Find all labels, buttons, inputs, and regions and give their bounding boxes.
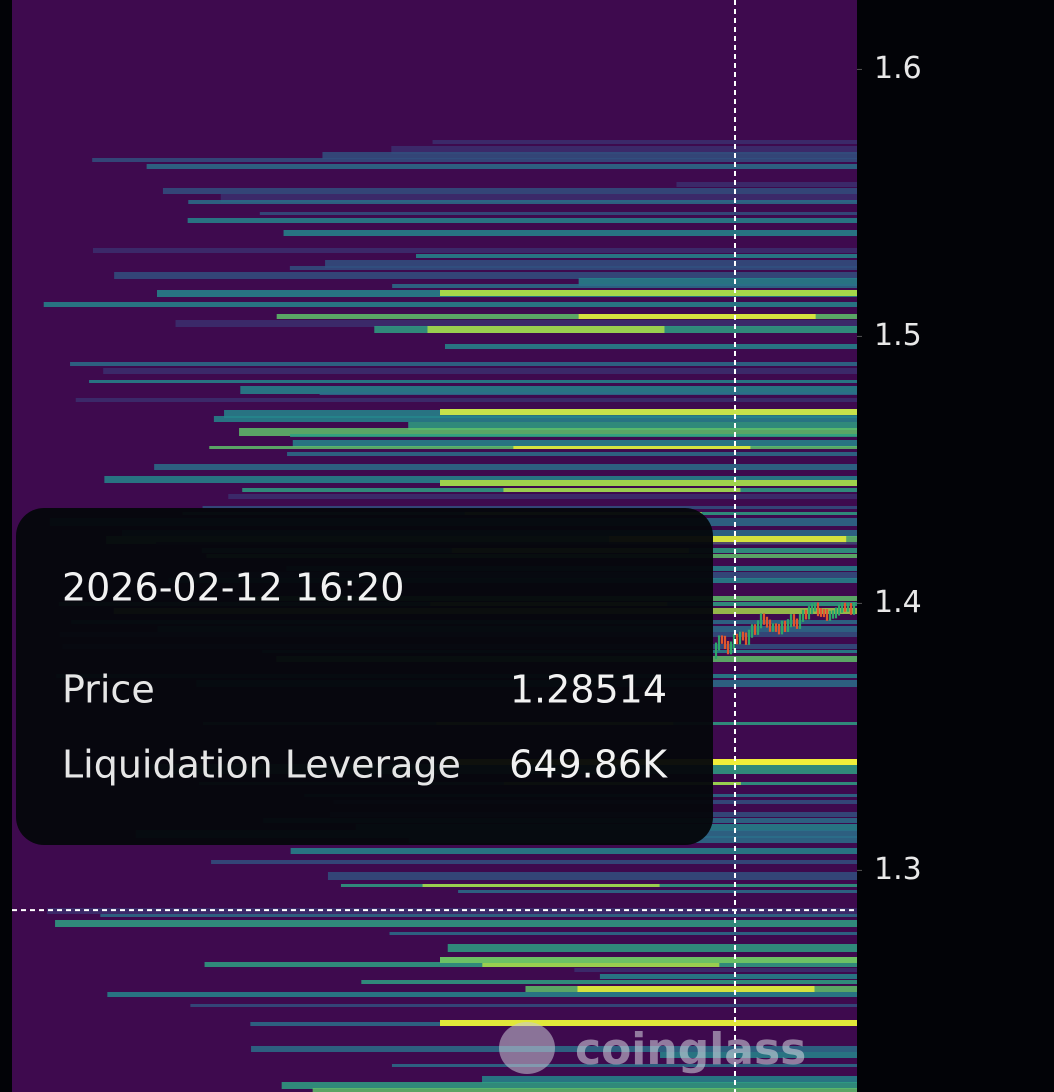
heat-band — [577, 986, 815, 992]
heat-band — [660, 1052, 857, 1058]
heat-band — [503, 488, 741, 492]
y-tick-label: 1.5 — [874, 318, 922, 353]
heat-band — [89, 380, 857, 383]
heat-band — [287, 452, 858, 456]
heat-band — [599, 974, 857, 979]
heat-band — [458, 890, 857, 893]
heat-band — [325, 260, 857, 268]
heat-band — [444, 344, 857, 349]
heat-band — [190, 1004, 858, 1007]
tooltip-price-label: Price — [62, 668, 155, 712]
y-tick-label: 1.4 — [874, 585, 922, 620]
heat-band — [676, 182, 857, 187]
heat-band — [440, 480, 857, 486]
heat-band — [319, 392, 857, 395]
watermark: coinglass — [499, 1022, 806, 1075]
heat-band — [211, 860, 858, 864]
heat-band — [92, 248, 858, 253]
heat-band — [188, 200, 858, 204]
heat-band — [312, 1088, 857, 1092]
heat-band — [361, 980, 857, 984]
watermark-logo — [499, 1022, 555, 1074]
heat-band — [440, 1020, 857, 1026]
heat-band — [290, 848, 857, 854]
heat-band — [447, 944, 857, 952]
tooltip: 2026-02-12 16:20 Price 1.28514 Liquidati… — [16, 508, 713, 845]
heat-band — [146, 164, 858, 169]
heat-band — [578, 278, 857, 286]
heat-band — [292, 440, 858, 447]
heat-band — [259, 212, 858, 215]
heat-band — [55, 920, 858, 927]
heat-band — [482, 962, 720, 967]
heat-band — [290, 434, 858, 437]
heat-band — [92, 158, 858, 162]
heat-band — [213, 416, 858, 422]
y-tick-label: 1.6 — [874, 51, 922, 86]
heat-band — [240, 386, 858, 394]
candles — [714, 602, 856, 659]
heat-band — [322, 152, 858, 159]
tooltip-price: 1.28514 — [510, 668, 667, 712]
heat-band — [416, 254, 857, 258]
heat-band — [327, 872, 858, 880]
heat-band — [578, 314, 816, 319]
heat-band — [289, 266, 857, 270]
y-tick-label: 1.3 — [874, 852, 922, 887]
heat-band — [440, 290, 857, 296]
heat-band — [100, 914, 858, 917]
heat-band — [104, 476, 857, 483]
heat-band — [103, 368, 857, 374]
heat-band — [162, 188, 858, 194]
heat-band — [482, 1076, 857, 1083]
heat-band — [391, 1064, 857, 1067]
heat-band — [70, 362, 857, 366]
tooltip-leverage: 649.86K — [509, 743, 668, 787]
heat-band — [389, 932, 857, 935]
watermark-text: coinglass — [575, 1024, 806, 1075]
heat-band — [228, 494, 858, 499]
heat-band — [202, 506, 858, 509]
heat-band — [239, 428, 858, 436]
heat-band — [75, 398, 857, 402]
heat-band — [440, 957, 857, 963]
y-axis: 1.3 1.4 1.5 1.6 — [857, 51, 922, 887]
heat-band — [114, 272, 858, 279]
heat-band — [175, 320, 857, 327]
heat-band — [513, 446, 751, 449]
heat-band — [154, 464, 858, 470]
heat-band — [422, 884, 660, 887]
tooltip-time: 2026-02-12 16:20 — [62, 566, 404, 610]
heat-band — [440, 409, 857, 415]
heat-band — [47, 908, 857, 914]
heat-band — [392, 284, 857, 288]
heat-band — [107, 992, 857, 997]
heat-band — [187, 218, 858, 223]
heat-band — [220, 194, 857, 202]
heat-band — [281, 1082, 857, 1089]
tooltip-box — [16, 508, 713, 845]
heat-band — [391, 146, 857, 154]
heat-band — [283, 230, 858, 236]
tooltip-leverage-label: Liquidation Leverage — [62, 743, 461, 787]
heat-band — [408, 422, 857, 430]
heat-band — [574, 968, 857, 972]
heat-band — [427, 326, 665, 333]
heat-band — [43, 302, 857, 307]
heat-band — [276, 314, 857, 319]
heat-band — [609, 536, 847, 544]
heat-band — [432, 140, 857, 144]
